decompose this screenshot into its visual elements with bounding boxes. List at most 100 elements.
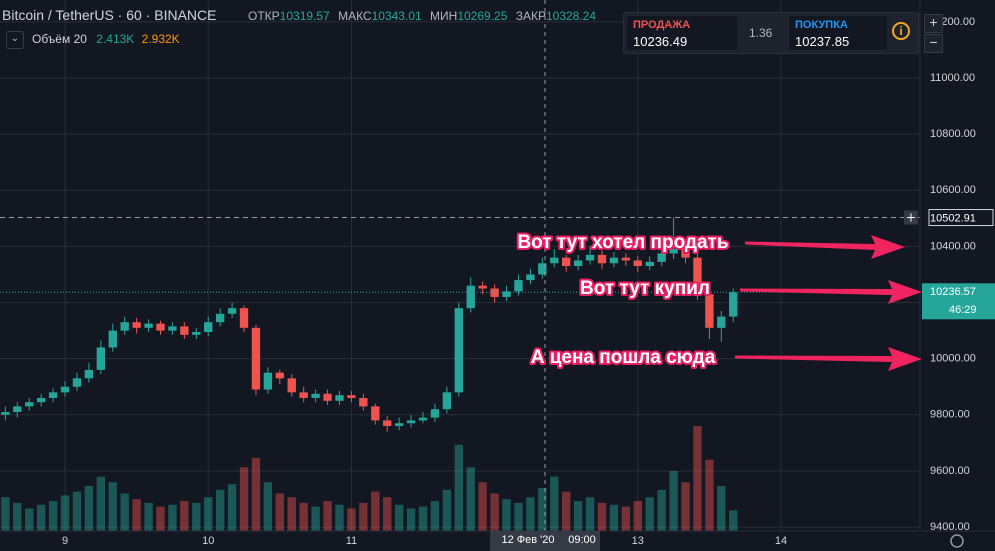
ohlc-legend: ОТКР10319.57 МАКС10343.01 МИН10269.25 ЗА… [248, 9, 601, 23]
volume-bar [681, 482, 690, 531]
volume-bar [562, 491, 571, 531]
volume-bar [84, 486, 94, 531]
annotation-arrow [735, 347, 922, 371]
candle-body [299, 392, 308, 398]
candle-body [120, 322, 129, 331]
high-tag-label: 10502.91 [930, 212, 976, 224]
candle-body [239, 308, 249, 328]
candle-body [311, 393, 320, 398]
volume-bar [144, 502, 153, 531]
volume-bar [204, 497, 213, 531]
buy-button[interactable]: ПОКУПКА 10237.85 [789, 16, 887, 50]
volume-bar [729, 510, 738, 531]
volume-bar [239, 467, 249, 531]
volume-bar [1, 497, 10, 531]
candle-body [538, 263, 547, 275]
volume-bar [418, 506, 428, 531]
candle-body [705, 294, 714, 328]
candle-body [13, 406, 22, 413]
volume-bar [287, 497, 296, 531]
volume-bar [538, 487, 547, 531]
volume-bar [454, 444, 463, 531]
sell-label: ПРОДАЖА [633, 19, 691, 31]
volume-bar [693, 426, 702, 531]
volume-bar [442, 489, 452, 531]
volume-bar [371, 491, 380, 531]
x-tick-label: 14 [775, 535, 787, 547]
candle-body [263, 372, 273, 390]
annotation-arrow [745, 235, 905, 259]
candle-body [371, 406, 380, 421]
y-tick-label: 10800.00 [930, 128, 976, 140]
candle-body [84, 369, 94, 379]
candle-body [609, 257, 619, 264]
volume-bar [633, 501, 642, 531]
candle-body [60, 386, 70, 393]
candle-body [36, 397, 46, 403]
volume-bar [573, 501, 583, 531]
ohlc-label: МАКС [338, 9, 372, 23]
candle-body [144, 323, 153, 328]
candle-body [681, 249, 690, 258]
volume-bar [227, 484, 237, 531]
volume-bar [72, 491, 82, 531]
zoom-in[interactable]: + [924, 14, 943, 33]
volume-ma: 2.932K [141, 32, 180, 47]
candle-body [502, 291, 511, 297]
y-tick-label: 11000.00 [930, 72, 975, 84]
settings-icon[interactable] [950, 534, 964, 548]
collapse-button[interactable]: ⌄ [6, 31, 24, 49]
candle-body [550, 257, 559, 264]
sell-button[interactable]: ПРОДАЖА 10236.49 [627, 16, 737, 50]
candle-body [597, 254, 607, 264]
ohlc-label: МИН [430, 9, 458, 23]
ohlc-label: ОТКР [248, 9, 280, 23]
candle-body [96, 347, 106, 370]
candle-body [418, 417, 428, 421]
x-tick-label: 13 [632, 535, 644, 547]
symbol-title[interactable]: Bitcoin / TetherUS · 60 · BINANCE [2, 7, 217, 23]
volume-bar [383, 497, 392, 531]
volume-bar [299, 502, 308, 531]
volume-bar [705, 459, 714, 531]
candle-body [227, 308, 237, 314]
volume-bar [168, 504, 177, 531]
volume-bar [335, 504, 344, 531]
x-tick-label: 11 [346, 535, 357, 547]
ohlc-value: 10343.01 [371, 9, 422, 23]
zoom-out[interactable]: − [924, 34, 943, 53]
y-tick-label: 9800.00 [930, 409, 970, 421]
candle-body [335, 395, 344, 401]
candle-body [633, 260, 642, 267]
volume-bar [550, 476, 559, 531]
volume-bar [36, 504, 46, 531]
crosshair-time: 09:00 [568, 534, 596, 546]
info-icon[interactable]: i [892, 22, 910, 40]
volume-bar [156, 506, 165, 531]
ohlc-label: ЗАКР [515, 9, 546, 23]
volume-bar [406, 508, 416, 531]
volume-bar [48, 501, 58, 531]
y-tick-label: 9600.00 [930, 465, 970, 477]
last-price-label: 10236.57 [930, 286, 976, 298]
annotation-arrow [740, 280, 922, 304]
candle-body [573, 260, 583, 267]
volume-bar [215, 489, 225, 531]
candle-body [383, 420, 392, 427]
candle-body [204, 322, 213, 333]
x-tick-label: 10 [202, 535, 214, 547]
candle-body [657, 253, 666, 262]
volume-bar [585, 497, 595, 531]
buy-label: ПОКУПКА [795, 19, 848, 31]
candle-body [394, 423, 404, 427]
candle-body [287, 378, 296, 393]
volume-bar [120, 493, 129, 531]
candle-body [478, 285, 487, 289]
volume-bar [621, 506, 631, 531]
volume-bar [263, 482, 273, 531]
volume-bar [180, 501, 189, 531]
candle-body [48, 392, 58, 398]
candle-body [359, 397, 368, 407]
candle-body [192, 332, 201, 335]
